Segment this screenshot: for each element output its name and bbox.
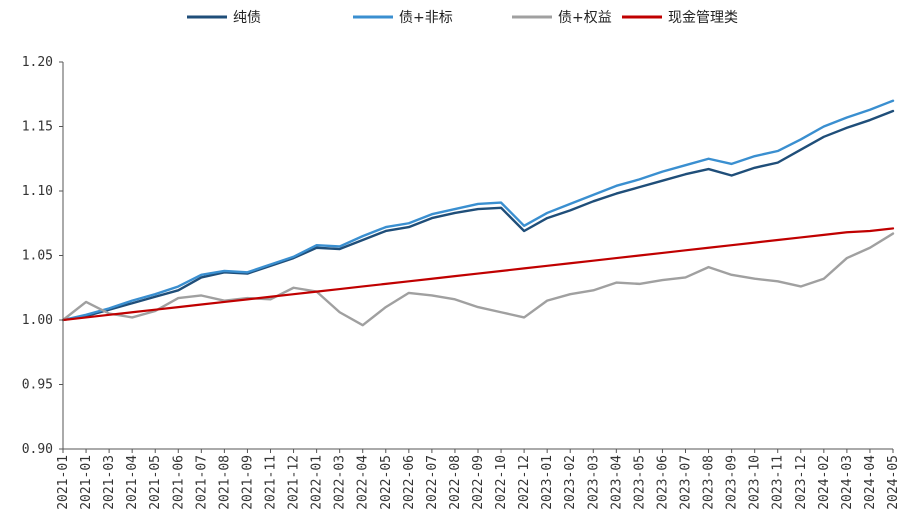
y-tick-label: 0.90 xyxy=(22,442,53,457)
x-tick-label: 2022-01 xyxy=(310,455,325,510)
x-tick-label: 2023-02 xyxy=(563,455,578,510)
x-tick-label: 2023-10 xyxy=(748,455,763,510)
x-tick-label: 2021-04 xyxy=(125,455,140,510)
x-tick-label: 2023-03 xyxy=(586,455,601,510)
series-line-4 xyxy=(61,227,895,322)
x-tick-label: 2023-06 xyxy=(655,455,670,510)
x-tick-label: 2021-01 xyxy=(56,455,71,510)
x-tick-label: 2021-03 xyxy=(102,455,117,510)
x-tick-label: 2021-08 xyxy=(217,455,232,510)
x-tick-label: 2022-06 xyxy=(402,455,417,510)
y-tick-label: 1.20 xyxy=(22,55,53,70)
legend: 纯债 债+非标 债+权益 现金管理类 xyxy=(187,10,738,26)
x-tick-label: 2023-04 xyxy=(609,455,624,510)
x-tick-label: 2023-07 xyxy=(679,455,694,510)
x-tick-label: 2022-09 xyxy=(471,455,486,510)
y-tick-label: 0.95 xyxy=(22,378,53,393)
series-line-3 xyxy=(61,232,895,327)
x-tick-label: 2023-05 xyxy=(632,455,647,510)
y-tick-label: 1.05 xyxy=(22,249,53,264)
x-tick-label: 2023-11 xyxy=(771,455,786,510)
x-tick-label: 2021-01 xyxy=(79,455,94,510)
x-tick-label: 2023-09 xyxy=(725,455,740,510)
y-tick-label: 1.15 xyxy=(22,120,53,135)
x-tick-label: 2021-12 xyxy=(287,455,302,510)
legend-label-1: 纯债 xyxy=(233,10,261,26)
x-tick-label: 2023-12 xyxy=(794,455,809,510)
x-tick-label: 2021-09 xyxy=(240,455,255,510)
x-tick-label: 2021-07 xyxy=(194,455,209,510)
x-tick-label: 2022-05 xyxy=(379,455,394,510)
x-tick-label: 2022-04 xyxy=(356,455,371,510)
series-line-2 xyxy=(61,99,895,322)
legend-label-3: 债+权益 xyxy=(558,10,612,26)
series-line-1 xyxy=(61,109,895,322)
x-tick-label: 2024-05 xyxy=(886,455,899,510)
x-tick-label: 2021-05 xyxy=(148,455,163,510)
x-tick-label: 2022-03 xyxy=(333,455,348,510)
x-tick-label: 2021-11 xyxy=(264,455,279,510)
x-tick-label: 2023-08 xyxy=(702,455,717,510)
series-lines xyxy=(61,99,895,327)
y-tick-label: 1.00 xyxy=(22,313,53,328)
x-tick-label: 2023-01 xyxy=(540,455,555,510)
x-tick-label: 2021-06 xyxy=(171,455,186,510)
x-tick-label: 2024-02 xyxy=(817,455,832,510)
legend-label-4: 现金管理类 xyxy=(668,10,738,26)
x-tick-label: 2024-03 xyxy=(840,455,855,510)
x-tick-label: 2024-04 xyxy=(863,455,878,510)
x-tick-label: 2022-08 xyxy=(448,455,463,510)
y-tick-label: 1.10 xyxy=(22,184,53,199)
x-tick-label: 2022-12 xyxy=(517,455,532,510)
x-tick-label: 2022-10 xyxy=(494,455,509,510)
x-tick-label: 2022-07 xyxy=(425,455,440,510)
legend-label-2: 债+非标 xyxy=(399,10,453,26)
